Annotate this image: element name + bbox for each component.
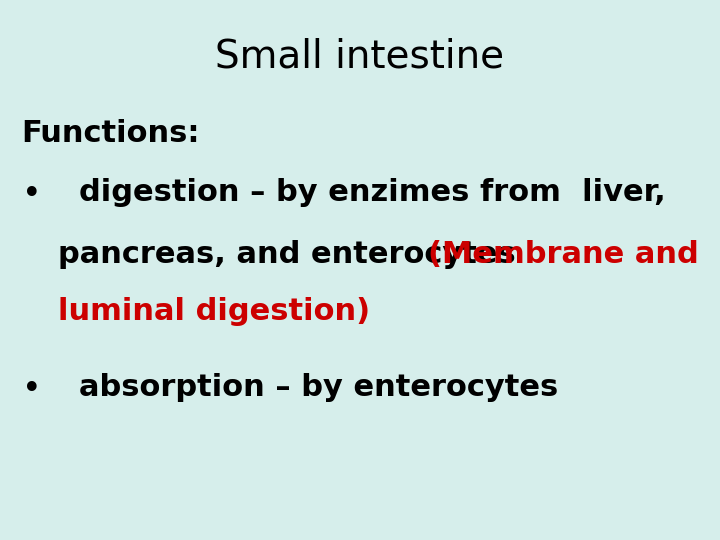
Text: •: • [22,178,41,211]
Text: luminal digestion): luminal digestion) [58,297,370,326]
Text: •: • [22,373,41,406]
Text: absorption – by enterocytes: absorption – by enterocytes [79,373,559,402]
Text: Functions:: Functions: [22,119,200,148]
Text: Small intestine: Small intestine [215,38,505,76]
Text: pancreas, and enterocytes: pancreas, and enterocytes [58,240,526,269]
Text: (Membrane and: (Membrane and [428,240,699,269]
Text: digestion – by enzimes from  liver,: digestion – by enzimes from liver, [79,178,666,207]
